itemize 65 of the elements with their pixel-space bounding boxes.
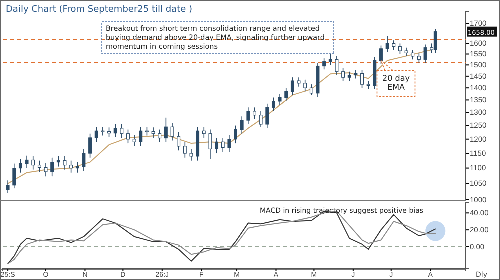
candlestick <box>190 148 194 162</box>
candlestick <box>310 84 314 96</box>
candlestick <box>164 118 168 143</box>
candlestick <box>342 68 346 82</box>
candlestick <box>284 88 288 102</box>
candlestick <box>272 97 276 112</box>
candlestick <box>278 94 282 106</box>
candlestick <box>246 107 250 125</box>
candlestick <box>38 160 42 173</box>
candlestick <box>228 134 232 152</box>
candlestick <box>424 44 428 64</box>
candlestick <box>76 162 80 174</box>
line-series <box>8 49 432 184</box>
annotation: 20 day EMA <box>382 74 410 92</box>
candlestick <box>101 126 105 136</box>
candlestick <box>126 129 130 144</box>
candlestick <box>94 126 98 143</box>
candlestick <box>114 124 118 138</box>
candlestick <box>170 122 174 142</box>
candlestick <box>63 156 67 170</box>
candlestick <box>177 132 181 152</box>
candlestick <box>183 142 187 158</box>
candlestick <box>108 127 111 138</box>
candlestick <box>328 54 332 66</box>
candlestick <box>215 138 219 154</box>
candlestick <box>411 50 415 60</box>
candlestick <box>266 104 270 129</box>
candlestick <box>25 155 29 169</box>
candlestick <box>158 129 162 143</box>
candlestick <box>120 124 124 138</box>
candlestick <box>44 162 48 177</box>
candlestick <box>290 77 294 96</box>
candlestick <box>139 126 143 147</box>
candlestick <box>88 133 92 158</box>
candlestick <box>335 56 339 76</box>
candlestick <box>132 134 136 147</box>
chart-title: Daily Chart (From September25 till date ) <box>6 5 193 15</box>
candlestick <box>240 116 244 134</box>
candlestick <box>6 180 10 194</box>
candlestick <box>70 160 74 174</box>
candlestick <box>366 80 370 90</box>
candlestick <box>297 77 301 88</box>
candlestick <box>259 111 263 128</box>
candlestick <box>50 157 54 177</box>
candlestick <box>380 45 383 64</box>
candlestick <box>434 29 438 54</box>
candlestick <box>417 52 421 64</box>
candlestick <box>398 43 402 55</box>
candlestick <box>253 107 256 120</box>
candlestick <box>221 138 225 152</box>
candlestick <box>152 127 156 138</box>
candlestick <box>386 36 390 53</box>
candlestick <box>202 126 206 138</box>
candlestick <box>304 79 308 92</box>
candlestick <box>208 129 212 160</box>
candlestick <box>322 58 326 70</box>
candlestick <box>32 156 36 170</box>
candlestick <box>348 71 352 82</box>
candlestick <box>18 158 22 174</box>
candlestick <box>56 156 60 168</box>
candlestick <box>392 40 396 50</box>
candlestick <box>360 70 364 89</box>
candlestick <box>12 163 16 189</box>
candlestick <box>234 125 238 144</box>
candlestick <box>82 148 86 172</box>
